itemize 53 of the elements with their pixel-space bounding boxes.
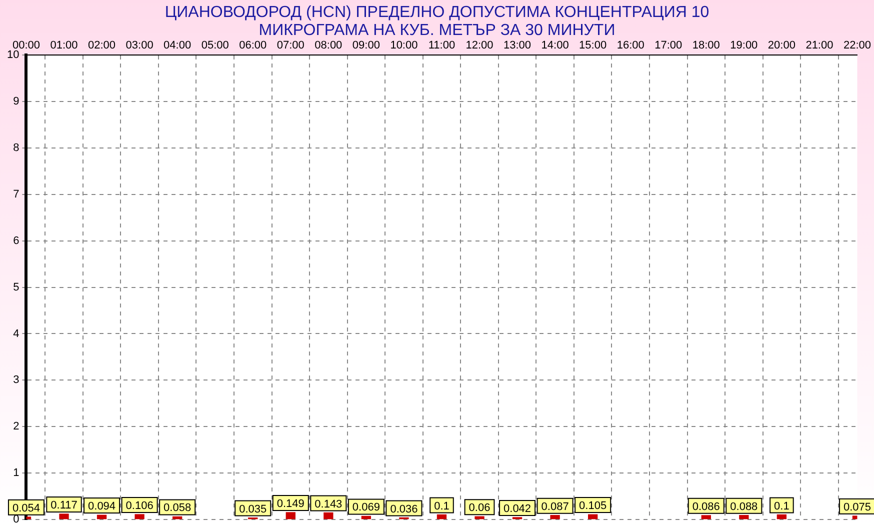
x-tick-label: 05:00: [201, 40, 229, 52]
x-tick-label: 11:00: [428, 40, 456, 52]
x-tick-label: 16:00: [616, 40, 644, 52]
data-label: 0.058: [164, 502, 192, 514]
data-label: 0.105: [579, 500, 607, 512]
data-label: 0.149: [276, 498, 304, 510]
x-tick-label: 21:00: [806, 40, 834, 52]
x-tick-label: 03:00: [126, 40, 154, 52]
y-tick-label: 9: [13, 96, 20, 108]
y-tick-label: 2: [13, 420, 20, 433]
x-tick-label: 14:00: [541, 40, 569, 52]
x-tick-label: 08:00: [314, 40, 342, 52]
x-tick-label: 17:00: [654, 40, 682, 52]
data-label: 0.1: [774, 500, 790, 512]
data-label: 0.143: [314, 498, 342, 510]
x-tick-label: 07:00: [276, 40, 304, 52]
data-label: 0.1: [434, 500, 450, 512]
x-tick-label: 04:00: [164, 40, 192, 52]
x-tick-label: 19:00: [730, 40, 758, 52]
y-tick-label: 8: [13, 142, 20, 154]
data-label: 0.054: [12, 502, 40, 514]
y-tick-label: 7: [13, 188, 20, 200]
y-tick-label: 3: [13, 374, 20, 386]
data-label: 0.117: [50, 500, 78, 512]
x-tick-label: 15:00: [579, 40, 607, 52]
y-tick-label: 1: [13, 467, 20, 480]
x-tick-label: 10:00: [390, 40, 418, 52]
data-label: 0.042: [504, 502, 532, 515]
x-tick-label: 22:00: [843, 40, 871, 52]
x-tick-label: 02:00: [88, 40, 116, 52]
data-label: 0.035: [239, 503, 267, 516]
x-tick-label: 13:00: [504, 40, 532, 52]
data-label: 0.106: [126, 500, 154, 512]
x-tick-label: 12:00: [466, 40, 494, 52]
x-tick-label: 09:00: [352, 40, 380, 52]
y-tick-label: 6: [13, 234, 20, 247]
data-label: 0.086: [692, 500, 720, 513]
data-label: 0.075: [843, 501, 871, 514]
y-tick-label: 0: [13, 513, 20, 526]
data-label: 0.06: [468, 502, 490, 514]
y-tick-label: 10: [6, 49, 20, 62]
x-tick-label: 18:00: [692, 40, 720, 52]
y-tick-label: 5: [13, 281, 20, 294]
data-label: 0.069: [352, 502, 380, 514]
chart-title: ЦИАНОВОДОРОД (HCN) ПРЕДЕЛНО ДОПУСТИМА КОНЦЕНТРАЦИЯ 10 МИКРОГРАМА НА КУБ. МЕТЪР ЗА 30 МИНУТИ: [164, 4, 710, 40]
data-label: 0.087: [541, 500, 569, 513]
x-tick-label: 20:00: [768, 40, 796, 52]
data-label: 0.088: [730, 500, 758, 513]
x-tick-label: 06:00: [239, 40, 267, 52]
y-tick-label: 4: [13, 328, 20, 340]
data-label: 0.036: [390, 503, 418, 516]
x-tick-label: 01:00: [50, 40, 78, 52]
data-label: 0.094: [88, 500, 116, 513]
